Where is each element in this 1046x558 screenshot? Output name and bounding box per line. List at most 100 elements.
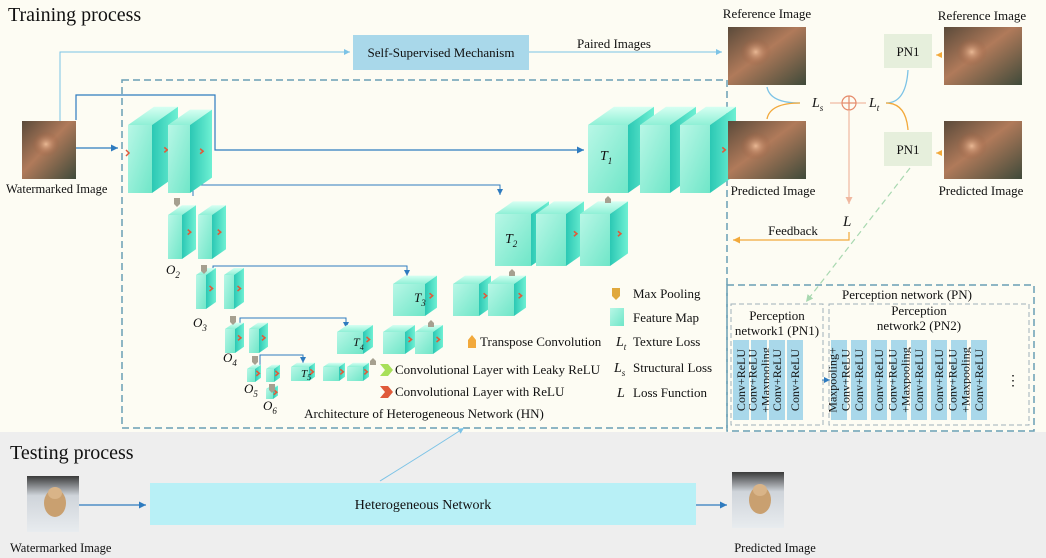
pn1-box-bottom <box>884 132 932 166</box>
reference-label-left: Reference Image <box>723 6 812 21</box>
pn1-label-top: PN1 <box>896 44 919 59</box>
watermarked-image-test <box>27 476 79 532</box>
relu-arrow-icon <box>125 149 131 157</box>
cube-dec4-a <box>337 325 373 354</box>
relu-arrow-icon <box>199 148 205 155</box>
pn1-layer-3: Conv+ReLU <box>769 340 785 420</box>
legend-loss-function: Loss Function <box>633 385 708 400</box>
cube-enc1-b <box>168 109 212 193</box>
pn2-layer-6: Conv+ReLU <box>931 340 947 420</box>
feature-map-cubes <box>125 106 736 399</box>
wm-to-ssm-arrow <box>59 49 350 121</box>
svg-text:T3: T3 <box>414 290 426 308</box>
lt-main: L <box>868 96 877 111</box>
relu-arrow-icon <box>339 368 345 376</box>
relu-arrow-icon <box>187 228 192 236</box>
pn2-layer-7-line-1: Conv+ReLU <box>946 349 960 411</box>
cube-dec5-a <box>291 362 315 381</box>
texture-symbol-main: L <box>615 335 624 350</box>
svg-text:O3: O3 <box>193 315 207 333</box>
pn1-subcontainer <box>730 303 824 426</box>
legend: Max Pooling Feature Map Transpose Convol… <box>380 286 712 401</box>
relu-arrow-icon <box>721 146 727 154</box>
hn-container <box>121 79 728 429</box>
reference-image-left <box>728 27 806 85</box>
relu-arrow-icon <box>435 336 441 343</box>
predicted-image-test <box>732 472 784 528</box>
relu-arrow-icon <box>208 285 214 292</box>
testing-title: Testing process <box>10 442 134 464</box>
t5-main: T <box>301 368 308 380</box>
relu-arrow-icon <box>217 228 222 236</box>
pn2-layer-2-line-1: Conv+ReLU <box>852 349 866 411</box>
decoder-label-t2: T2 <box>505 232 518 249</box>
transpose-conv-icon <box>509 269 515 276</box>
heterogeneous-network-label: Heterogeneous Network <box>355 498 491 513</box>
feedback-label: Feedback <box>768 223 818 238</box>
o6-main: O <box>263 398 273 413</box>
t1-sub: 1 <box>608 156 613 166</box>
self-supervised-label: Self-Supervised Mechanism <box>368 45 515 60</box>
feature-map-icon <box>610 308 624 326</box>
pn2-layer-4-line-1: Conv+ReLU <box>886 349 900 411</box>
pn2-layer-8: Conv+ReLU <box>971 340 987 420</box>
relu-arrow-icon <box>237 334 243 341</box>
t1-main: T <box>600 149 609 164</box>
cube-dec3-b <box>453 275 491 316</box>
svg-text:T4: T4 <box>353 335 364 352</box>
max-pooling-icon <box>230 316 236 325</box>
cube-dec3-a <box>393 275 437 316</box>
relu-arrow-icon <box>236 285 242 292</box>
o5-main: O <box>244 381 254 396</box>
pn-ellipsis: ⋮ <box>1006 374 1020 389</box>
leaky-relu-icon <box>380 364 393 376</box>
hn-link-arrow <box>379 427 465 482</box>
legend-texture-symbol: Lt <box>615 335 627 352</box>
loss-l-label: L <box>842 214 851 230</box>
relu-arrow-icon <box>407 336 413 343</box>
relu-arrow-icon <box>429 292 434 299</box>
max-pooling-icon <box>201 265 207 274</box>
legend-conv-leaky: Convolutional Layer with Leaky ReLU <box>395 362 601 377</box>
relu-arrow-icon <box>261 334 267 341</box>
texture-symbol-sub: t <box>624 342 627 352</box>
predicted-label-right: Predicted Image <box>939 183 1024 198</box>
cube-dec2-c <box>580 201 628 266</box>
feedback-arrow <box>733 232 850 244</box>
cube-dec2-b <box>536 201 584 266</box>
cube-enc5-a <box>247 364 261 382</box>
pn2-layer-1-line-1: Maxpooling+ <box>826 347 840 413</box>
cube-dec5-c <box>347 362 369 381</box>
pn2-layer-7: Conv+ReLU +Maxpooling <box>946 340 973 420</box>
t5-sub: 5 <box>307 373 311 382</box>
relu-arrow-icon <box>617 230 623 237</box>
max-pooling-icon <box>252 356 258 365</box>
cube-dec4-c <box>415 325 443 354</box>
pred-to-ls-line <box>766 102 801 120</box>
encoder-label-o3: O3 <box>193 315 207 333</box>
pn1-bottom-to-lt-line <box>885 102 909 131</box>
predicted-label-left: Predicted Image <box>731 183 816 198</box>
cube-enc4-b <box>249 322 268 353</box>
pn1-to-pn-dashed-arrow <box>805 167 911 303</box>
t2-sub: 2 <box>513 239 518 249</box>
relu-arrow-icon <box>573 230 579 237</box>
svg-text:O5: O5 <box>244 381 258 399</box>
heterogeneous-network-box <box>150 483 696 525</box>
ls-sub: s <box>820 103 824 113</box>
pn1-layer-2: Conv+ReLU +Maxpooling <box>746 340 773 420</box>
encoder-label-o4: O4 <box>223 350 237 368</box>
relu-icon <box>380 386 393 398</box>
cube-dec3-c <box>488 275 526 316</box>
encoder-label-o5: O5 <box>244 381 258 399</box>
legend-texture-loss: Texture Loss <box>633 334 700 349</box>
pn1-title-line1: Perception <box>749 308 805 323</box>
t4-main: T <box>353 335 361 349</box>
self-supervised-box <box>353 35 529 70</box>
o2-sub: 2 <box>175 270 180 280</box>
decoder-label-t5: T5 <box>301 368 311 382</box>
pn2-subcontainer <box>828 303 1030 426</box>
legend-structural-symbol: Ls <box>613 361 626 378</box>
